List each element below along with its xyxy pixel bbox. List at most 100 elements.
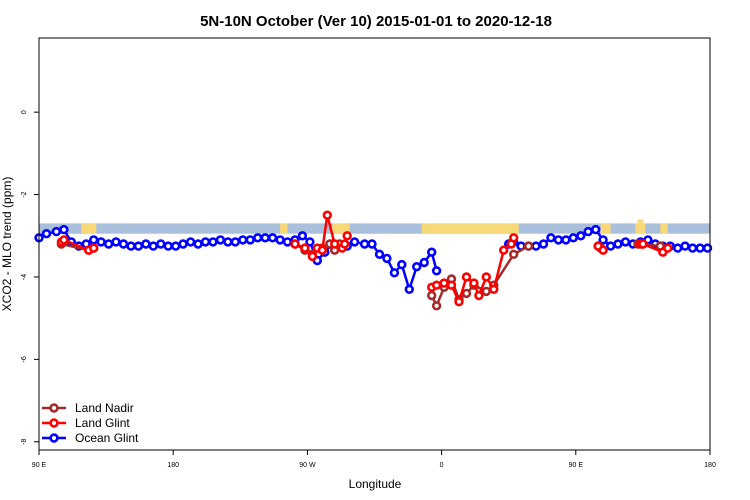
ocean-glint-point	[553, 235, 564, 245]
ocean-glint-point	[695, 243, 705, 253]
x-tick-label: 0	[440, 462, 444, 469]
x-axis-label: Longitude	[349, 477, 402, 491]
ocean-glint-point	[156, 239, 166, 249]
land-nadir-point	[461, 288, 472, 299]
land-glint-point	[598, 245, 608, 255]
ocean-glint-point	[613, 239, 623, 249]
y-tick-label: -2	[21, 191, 28, 197]
land-ocean-band	[39, 219, 710, 234]
ocean-glint-point	[702, 243, 713, 253]
ocean-glint-point	[51, 226, 62, 237]
land-segment	[280, 223, 288, 234]
ocean-glint-point	[397, 259, 407, 270]
land-segment	[660, 223, 668, 234]
ocean-glint-point	[359, 239, 370, 249]
land-glint-point	[322, 210, 332, 220]
ocean-glint-point	[546, 233, 556, 243]
ocean-glint-point	[583, 226, 593, 237]
ocean-glint-point	[561, 235, 571, 245]
ocean-glint-point	[382, 253, 392, 264]
ocean-glint-point	[412, 262, 422, 272]
land-segment	[332, 223, 350, 234]
land-glint-point	[340, 239, 350, 249]
ocean-glint-point	[590, 224, 601, 235]
ocean-glint-point	[163, 241, 173, 251]
ocean-glint-point	[282, 237, 293, 247]
land-segment	[637, 219, 644, 224]
land-glint-point	[88, 243, 99, 253]
ocean-glint-point	[41, 229, 52, 239]
land-glint-point	[461, 272, 472, 282]
land-glint-point	[59, 235, 69, 245]
ocean-glint-point	[538, 239, 549, 249]
land-glint-point	[431, 280, 442, 290]
land-nadir-point	[481, 286, 491, 297]
ocean-glint-point	[193, 239, 203, 249]
ocean-glint-point	[672, 243, 683, 253]
land-glint-point	[499, 245, 509, 255]
land-nadir-point	[427, 290, 437, 301]
plot-frame	[38, 37, 711, 451]
land-glint-point	[454, 297, 464, 307]
legend-marker	[49, 403, 59, 413]
legend-item-land-glint: Land Glint	[42, 416, 130, 430]
ocean-glint-point	[576, 231, 586, 241]
ocean-glint-point	[253, 233, 263, 243]
ocean-glint-point	[389, 268, 400, 278]
x-tick-label: 180	[704, 462, 716, 469]
ocean-glint-point	[223, 237, 233, 247]
ocean-glint-point	[103, 239, 114, 249]
land-glint-point	[446, 280, 457, 290]
land-glint-point	[342, 231, 352, 241]
ocean-glint-point	[238, 235, 248, 245]
ocean-glint-point	[133, 241, 144, 251]
ocean-glint-point	[260, 233, 270, 243]
x-tick-label: 90 W	[299, 462, 316, 469]
land-glint-point	[638, 239, 648, 249]
land-glint-point	[469, 278, 479, 288]
ocean-glint-point	[171, 241, 181, 251]
ocean-glint-point	[297, 231, 308, 241]
land-glint-point	[663, 243, 673, 253]
ocean-glint-point	[687, 243, 698, 253]
x-axis: 90 E 180 90 W 0 90 E 180	[32, 450, 716, 469]
ocean-glint-point	[367, 239, 377, 249]
land-glint-point	[489, 284, 499, 294]
ocean-glint-point	[111, 237, 121, 247]
land-glint-point	[300, 243, 310, 253]
ocean-glint-point	[620, 237, 631, 247]
land-glint-point	[330, 239, 340, 249]
land-glint-point	[474, 290, 484, 301]
ocean-glint-point	[148, 241, 159, 251]
legend-label: Ocean Glint	[75, 431, 139, 445]
land-glint-point	[307, 251, 318, 262]
legend-label: Land Glint	[75, 416, 130, 430]
legend-label: Land Nadir	[75, 401, 134, 415]
legend-item-land-nadir: Land Nadir	[42, 401, 134, 415]
land-nadir-series	[56, 239, 665, 311]
land-glint-point	[290, 239, 300, 249]
x-tick-label: 90 E	[569, 462, 584, 469]
ocean-glint-point	[59, 224, 69, 235]
legend-item-ocean-glint: Ocean Glint	[42, 431, 139, 445]
land-segment	[421, 223, 519, 234]
x-tick-label: 180	[167, 462, 179, 469]
ocean-glint-point	[245, 235, 255, 245]
land-segment	[635, 223, 646, 234]
land-nadir-point	[509, 249, 519, 260]
ocean-glint-point	[178, 239, 188, 249]
ocean-glint-point	[419, 257, 429, 268]
y-tick-label: -6	[21, 356, 28, 362]
land-glint-point	[481, 272, 491, 282]
land-nadir-point	[431, 301, 442, 311]
ocean-glint-point	[404, 284, 414, 294]
land-segment	[91, 223, 97, 234]
ocean-glint-point	[208, 237, 218, 247]
series-layer	[34, 210, 713, 311]
y-axis-label: XCO2 - MLO trend (ppm)	[0, 177, 14, 312]
ocean-glint-point	[96, 237, 106, 247]
chart-title: 5N-10N October (Ver 10) 2015-01-01 to 20…	[200, 13, 552, 30]
ocean-glint-point	[531, 241, 541, 251]
